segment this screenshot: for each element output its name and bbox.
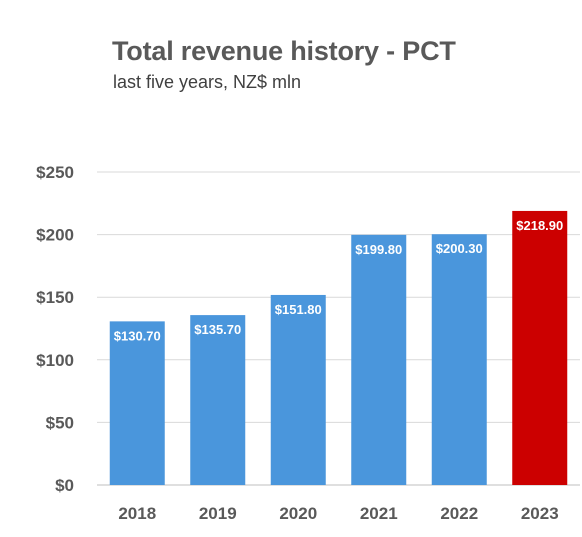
chart-title: Total revenue history - PCT [112,36,456,66]
y-tick-label: $0 [55,476,74,495]
data-label: $200.30 [436,241,483,256]
y-tick-label: $250 [36,163,74,182]
y-tick-label: $100 [36,351,74,370]
x-tick-label: 2018 [118,504,156,523]
bar [270,294,326,485]
y-tick-label: $200 [36,226,74,245]
y-tick-label: $50 [46,413,74,432]
bar [431,234,487,485]
bar [109,321,165,485]
x-tick-label: 2021 [360,504,398,523]
x-tick-label: 2019 [199,504,237,523]
data-label: $218.90 [516,218,563,233]
bar [190,315,246,485]
data-label: $151.80 [275,302,322,317]
x-tick-label: 2023 [521,504,559,523]
data-label: $130.70 [114,328,161,343]
data-label: $135.70 [194,322,241,337]
bar [512,210,568,485]
chart-subtitle: last five years, NZ$ mln [113,72,302,92]
x-tick-label: 2022 [440,504,478,523]
data-label: $199.80 [355,242,402,257]
y-tick-label: $150 [36,288,74,307]
bar [351,234,407,485]
x-tick-label: 2020 [279,504,317,523]
